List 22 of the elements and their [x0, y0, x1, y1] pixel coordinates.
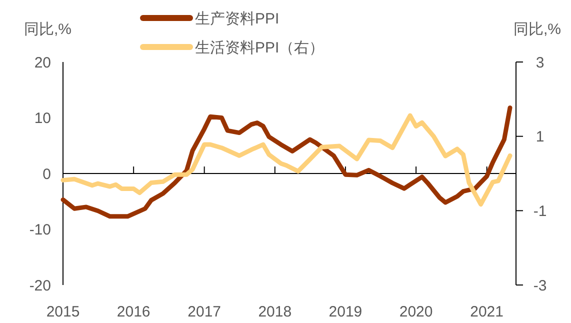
- y-tick-label: 10: [34, 110, 51, 127]
- x-tick-label: 2020: [399, 304, 433, 321]
- y-tick-label: 20: [34, 54, 51, 72]
- y2-tick-label: 3: [536, 54, 544, 72]
- x-tick-label: 2021: [470, 304, 504, 321]
- y-tick-label: -20: [29, 277, 51, 294]
- y2-tick-label: -3: [533, 277, 547, 294]
- x-tick-label: 2017: [188, 304, 222, 321]
- y2-tick-label: 1: [536, 128, 544, 146]
- line-series: [60, 113, 512, 207]
- y-tick-label: 0: [42, 166, 51, 183]
- y2-tick-label: -1: [533, 202, 547, 220]
- line-series: [60, 105, 512, 219]
- legend-label: 生产资料PPI: [195, 10, 280, 28]
- x-tick-label: 2015: [46, 304, 80, 321]
- y-axis-title: 同比,%: [24, 21, 72, 38]
- x-tick-label: 2016: [116, 304, 150, 321]
- x-tick-label: 2018: [258, 304, 292, 321]
- x-tick-label: 2019: [328, 304, 362, 321]
- legend-label: 生活资料PPI（右）: [195, 39, 324, 56]
- y-tick-label: -10: [29, 222, 51, 238]
- y2-axis-title: 同比,%: [513, 21, 561, 38]
